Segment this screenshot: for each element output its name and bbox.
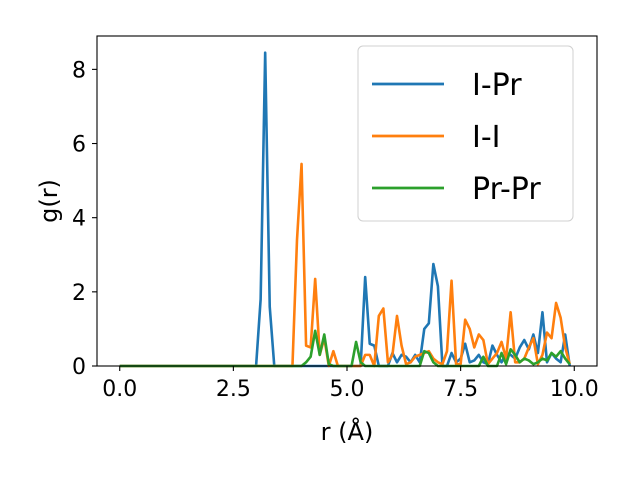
x-tick-label: 10.0 [550,377,599,402]
y-axis-ticks: 0 2 4 6 8 [72,58,97,380]
y-tick-label: 8 [72,58,86,83]
legend-label-i-i: I-I [472,120,501,155]
y-tick-label: 4 [72,207,86,232]
series-line-i-i [119,162,571,368]
series-line-pr-pr [119,329,571,368]
y-tick-label: 6 [72,133,86,158]
y-tick-label: 2 [72,281,86,306]
plot-lines [119,51,572,368]
x-tick-label: 5.0 [330,377,365,402]
legend-label-i-pr: I-Pr [472,68,522,103]
y-tick-label: 0 [72,355,86,380]
legend-box [357,45,574,222]
x-tick-label: 0.0 [102,377,137,402]
legend-label-pr-pr: Pr-Pr [472,172,541,207]
x-tick-label: 7.5 [443,377,478,402]
x-axis-ticks: 0.0 2.5 5.0 7.5 10.0 [102,366,599,402]
x-axis-label: r (Å) [321,417,374,446]
x-tick-label: 2.5 [216,377,251,402]
y-axis-label: g(r) [35,179,63,223]
legend: I-Pr I-I Pr-Pr [357,45,574,222]
